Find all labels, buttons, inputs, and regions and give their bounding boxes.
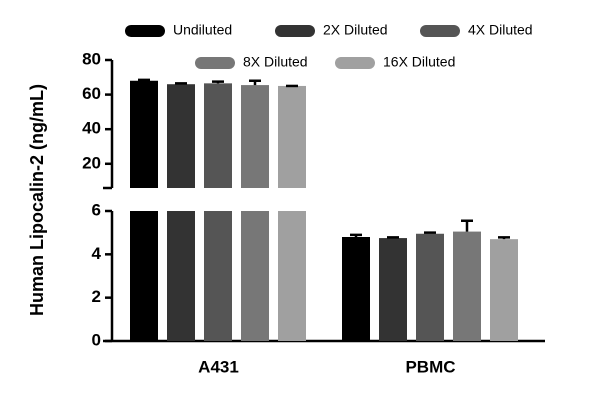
error-bar (498, 236, 510, 240)
y-tick-label: 60 (82, 84, 101, 103)
bar (204, 83, 232, 188)
bar (241, 211, 269, 341)
y-tick-label: 80 (82, 49, 101, 68)
x-tick-label: PBMC (405, 357, 455, 376)
bar (204, 211, 232, 341)
bar (167, 84, 195, 188)
error-bar (461, 219, 473, 232)
bar (167, 211, 195, 341)
bar (342, 237, 370, 341)
error-bar (387, 236, 399, 239)
legend-swatch (195, 57, 235, 69)
legend-swatch (335, 57, 375, 69)
error-bar (175, 82, 187, 85)
y-tick-label: 4 (92, 244, 102, 263)
bar (278, 85, 306, 188)
y-axis-label: Human Lipocalin-2 (ng/mL) (27, 84, 47, 316)
error-bar (424, 231, 436, 234)
legend-label: 2X Diluted (323, 22, 388, 38)
bar (130, 211, 158, 341)
y-tick-label: 40 (82, 119, 101, 138)
error-bar (350, 233, 362, 237)
error-bar (138, 78, 150, 82)
legend-label: Undiluted (173, 22, 232, 38)
bar (416, 233, 444, 341)
legend-label: 4X Diluted (468, 22, 533, 38)
bar (453, 231, 481, 341)
y-tick-label: 20 (82, 153, 101, 172)
bar (241, 85, 269, 188)
legend-label: 16X Diluted (383, 54, 455, 70)
error-bar (249, 79, 261, 86)
bar (379, 238, 407, 341)
y-tick-label: 6 (92, 200, 101, 219)
bar (490, 239, 518, 341)
bar (278, 211, 306, 341)
y-tick-label: 0 (92, 330, 101, 349)
legend-swatch (275, 25, 315, 37)
y-tick-label: 2 (92, 287, 101, 306)
legend-swatch (420, 25, 460, 37)
legend-label: 8X Diluted (243, 54, 308, 70)
error-bar (212, 80, 224, 84)
bar (130, 80, 158, 188)
x-tick-label: A431 (198, 357, 239, 376)
legend-swatch (125, 25, 165, 37)
